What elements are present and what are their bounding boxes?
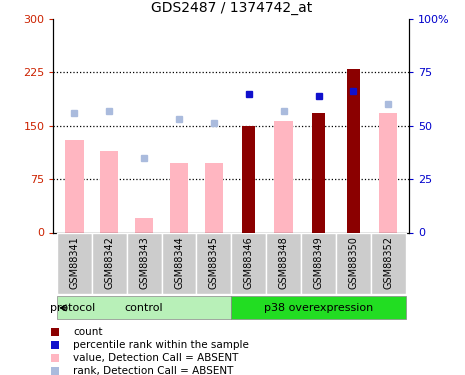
Text: percentile rank within the sample: percentile rank within the sample — [73, 340, 249, 350]
Text: GSM88344: GSM88344 — [174, 236, 184, 289]
Text: GSM88342: GSM88342 — [104, 236, 114, 289]
Title: GDS2487 / 1374742_at: GDS2487 / 1374742_at — [151, 1, 312, 15]
Bar — [347, 69, 360, 232]
Bar — [135, 218, 153, 232]
Bar — [266, 232, 301, 294]
Text: GSM88346: GSM88346 — [244, 236, 254, 289]
Text: value, Detection Call = ABSENT: value, Detection Call = ABSENT — [73, 353, 239, 363]
Bar — [57, 232, 92, 294]
Text: GSM88350: GSM88350 — [348, 236, 359, 289]
Bar — [312, 113, 325, 232]
Bar — [274, 122, 293, 232]
Bar — [196, 232, 232, 294]
Bar — [57, 296, 232, 320]
Bar — [92, 232, 126, 294]
Bar — [162, 232, 196, 294]
Text: GSM88352: GSM88352 — [383, 236, 393, 289]
Text: GSM88341: GSM88341 — [69, 236, 80, 289]
Bar — [336, 232, 371, 294]
Text: GSM88349: GSM88349 — [313, 236, 324, 289]
Text: rank, Detection Call = ABSENT: rank, Detection Call = ABSENT — [73, 366, 234, 375]
Bar — [379, 113, 398, 232]
Text: control: control — [125, 303, 164, 313]
Bar — [232, 296, 405, 320]
Text: count: count — [73, 327, 103, 337]
Bar — [170, 163, 188, 232]
Text: protocol: protocol — [50, 303, 95, 313]
Bar — [242, 126, 255, 232]
Bar — [126, 232, 162, 294]
Text: GSM88348: GSM88348 — [279, 236, 289, 289]
Text: GSM88343: GSM88343 — [139, 236, 149, 289]
Bar — [100, 150, 119, 232]
Bar — [232, 232, 266, 294]
Text: GSM88345: GSM88345 — [209, 236, 219, 289]
Text: p38 overexpression: p38 overexpression — [264, 303, 373, 313]
Bar — [301, 232, 336, 294]
Bar — [371, 232, 405, 294]
Bar — [205, 163, 223, 232]
Bar — [65, 140, 84, 232]
